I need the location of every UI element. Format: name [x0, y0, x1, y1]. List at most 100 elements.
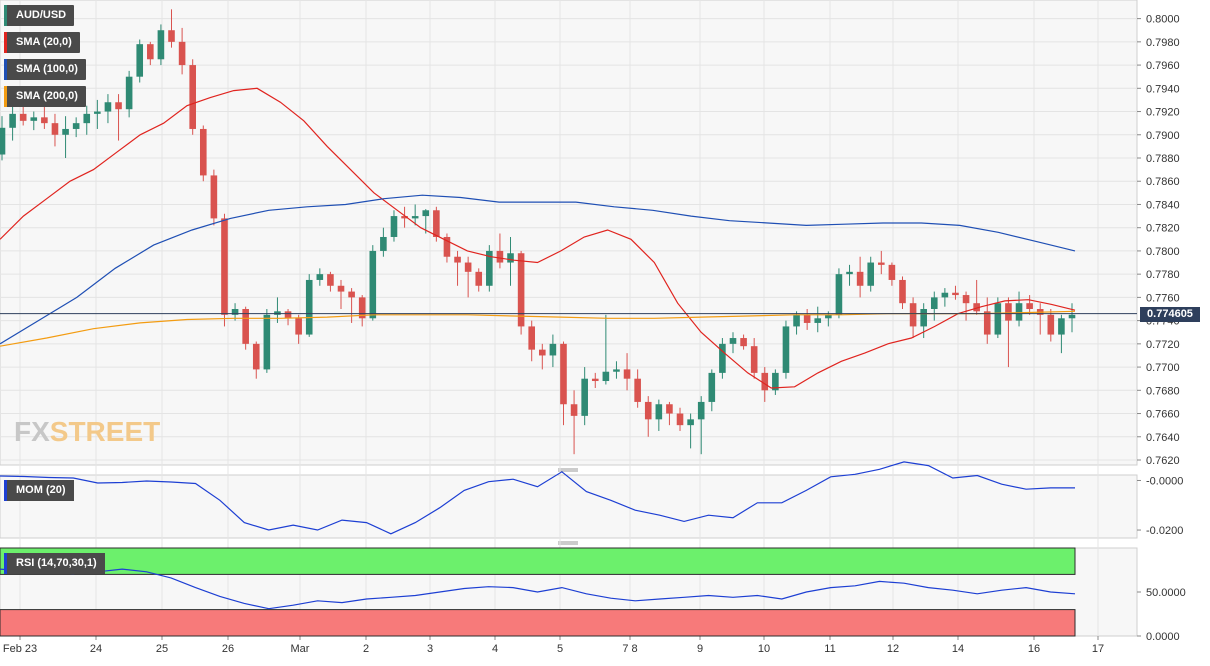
- time-tick-label: 3: [427, 643, 433, 655]
- candle-body: [549, 343, 557, 356]
- price-tick-label: 0.7840: [1146, 199, 1180, 211]
- candle-body: [94, 111, 101, 114]
- candle-body: [581, 378, 588, 416]
- candle-body: [147, 44, 154, 60]
- current-price-tag: 0.774605: [1140, 307, 1200, 322]
- candle-body: [168, 30, 175, 42]
- price-tick-label: 0.7940: [1146, 83, 1180, 95]
- candle-body: [443, 236, 451, 257]
- candle-body: [104, 102, 112, 112]
- time-tick-label: 12: [887, 643, 899, 655]
- candle-body: [358, 297, 366, 319]
- candle-body: [83, 113, 91, 124]
- candle-body: [591, 378, 599, 382]
- price-tick-label: 0.7980: [1146, 37, 1180, 49]
- candle-body: [517, 253, 525, 327]
- candle-body: [772, 372, 779, 391]
- mom-legend[interactable]: MOM (20): [4, 480, 74, 501]
- legend-sma100[interactable]: SMA (100,0): [4, 59, 86, 80]
- candle-body: [199, 128, 207, 176]
- candle-body: [72, 123, 80, 129]
- candle-body: [30, 117, 38, 121]
- price-tick-label: 0.8000: [1146, 14, 1180, 26]
- time-tick-label: Mar: [291, 643, 310, 655]
- candle-body: [295, 318, 302, 335]
- candle-body: [570, 404, 578, 416]
- time-tick-label: 17: [1092, 643, 1104, 655]
- candle-body: [825, 314, 832, 319]
- candle-body: [401, 216, 408, 219]
- mom-label: MOM (20): [16, 484, 66, 496]
- legend-sma200-label: SMA (200,0): [16, 90, 78, 102]
- candle-body: [464, 262, 472, 272]
- candle-body: [560, 343, 567, 405]
- rsi-legend[interactable]: RSI (14,70,30,1): [4, 553, 105, 574]
- candle-body: [803, 314, 811, 323]
- candle-body: [920, 309, 927, 327]
- candle-body: [305, 279, 313, 335]
- candle-body: [687, 419, 694, 426]
- candle-body: [496, 250, 504, 263]
- time-tick-label: 10: [758, 643, 770, 655]
- candle-body: [655, 404, 663, 420]
- legend-sma100-color-bar: [4, 59, 7, 80]
- price-tick-label: 0.7900: [1146, 130, 1180, 142]
- candle-body: [623, 369, 631, 379]
- candle-body: [433, 210, 440, 237]
- candle-body: [793, 314, 800, 327]
- candle-body: [62, 128, 69, 135]
- candle-body: [486, 250, 493, 286]
- candle-body: [316, 274, 324, 280]
- time-tick-label: 5: [557, 643, 563, 655]
- candle-body: [941, 292, 949, 298]
- candle-body: [835, 274, 843, 315]
- rsi-tick-label: 50.0000: [1146, 587, 1186, 599]
- price-tick-label: 0.7960: [1146, 60, 1180, 72]
- candle-body: [729, 338, 737, 344]
- candle-body: [348, 291, 355, 298]
- candle-body: [337, 285, 345, 292]
- candle-body: [369, 250, 377, 319]
- candle-body: [1015, 303, 1023, 321]
- price-tick-label: 0.7700: [1146, 362, 1180, 374]
- legend-symbol[interactable]: AUD/USD: [4, 5, 75, 26]
- candle-body: [1047, 314, 1055, 335]
- candle-body: [676, 413, 684, 426]
- main-panel-bg: [0, 0, 1138, 466]
- candle-body: [327, 274, 334, 286]
- time-tick-label: Feb 23: [3, 643, 37, 655]
- time-tick-label: 24: [90, 643, 102, 655]
- candle-body: [782, 326, 790, 373]
- candle-body: [1026, 303, 1033, 309]
- candle-body: [274, 311, 281, 315]
- legend-sma20[interactable]: SMA (20,0): [4, 32, 80, 53]
- candle-body: [613, 369, 620, 372]
- candle-body: [878, 262, 885, 265]
- candle-body: [602, 371, 610, 382]
- candle-body: [475, 271, 483, 286]
- candle-body: [930, 297, 938, 309]
- candle-body: [411, 216, 419, 219]
- mom-tick-label: -0.0000: [1146, 475, 1183, 487]
- candle-body: [221, 218, 228, 315]
- candle-body: [231, 309, 239, 315]
- candle-body: [454, 256, 461, 263]
- candle-body: [284, 311, 292, 319]
- time-tick-label: 16: [1028, 643, 1040, 655]
- legend-symbol-color-bar: [4, 5, 7, 26]
- price-tick-label: 0.7820: [1146, 223, 1180, 235]
- candle-body: [0, 127, 6, 155]
- candle-body: [41, 117, 48, 124]
- candle-body: [380, 236, 387, 251]
- mom-panel-bg: [0, 474, 1138, 539]
- price-tick-label: 0.7620: [1146, 455, 1180, 467]
- candle-body: [9, 113, 16, 128]
- candle-body: [952, 292, 959, 296]
- price-tick-label: 0.7880: [1146, 153, 1180, 165]
- legend-sma200[interactable]: SMA (200,0): [4, 86, 86, 107]
- candle-body: [708, 372, 716, 402]
- candle-body: [538, 349, 546, 356]
- candle-body: [252, 343, 260, 370]
